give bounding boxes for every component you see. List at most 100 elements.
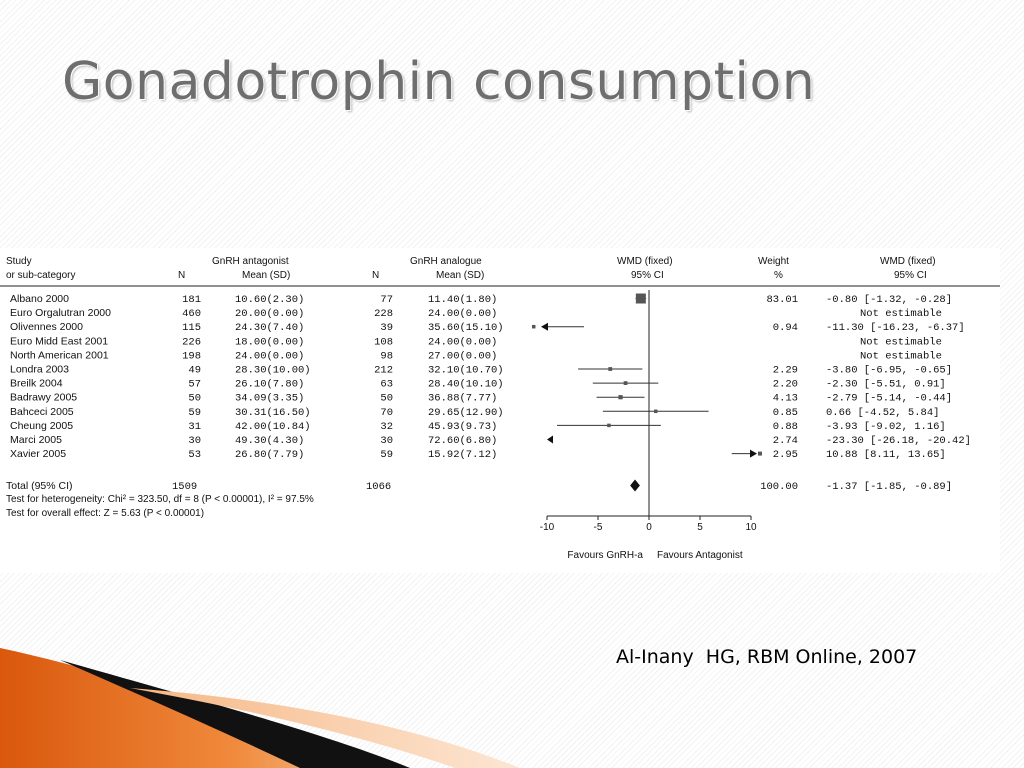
study-name: Euro Orgalutran 2000 — [10, 307, 111, 319]
header-group1-n: N — [178, 270, 185, 281]
effect-square — [607, 423, 611, 428]
header-group2-n: N — [372, 270, 379, 281]
study-weight: 0.88 — [773, 421, 798, 433]
group1-n: 226 — [182, 336, 201, 348]
favours-left: Favours GnRH-a — [567, 550, 643, 561]
study-name: Olivennes 2000 — [10, 321, 83, 333]
group1-n: 50 — [188, 393, 201, 405]
forest-plot-figure: Study or sub-category GnRH antagonist N … — [0, 248, 1000, 573]
favours-right: Favours Antagonist — [657, 550, 743, 561]
study-name: Cheung 2005 — [10, 420, 73, 432]
study-weight: 4.13 — [773, 393, 798, 405]
group1-mean-sd: 18.00(0.00) — [235, 336, 304, 348]
group2-n: 212 — [374, 365, 393, 377]
offscale-left-arrow — [547, 435, 553, 444]
group2-mean-sd: 24.00(0.00) — [428, 308, 497, 320]
x-tick-label: -5 — [594, 522, 603, 533]
study-weight: 83.01 — [766, 294, 798, 306]
pooled-diamond — [630, 479, 640, 492]
effect-square — [608, 367, 613, 371]
group2-mean-sd: 11.40(1.80) — [428, 294, 497, 306]
header-subcategory: or sub-category — [6, 270, 75, 281]
study-wmd-ci: -11.30 [-16.23, -6.37] — [826, 322, 965, 334]
ci-right-arrow — [750, 449, 757, 458]
group2-n: 228 — [374, 308, 393, 320]
group1-n: 49 — [188, 365, 201, 377]
group2-mean-sd: 35.60(15.10) — [428, 322, 504, 334]
study-name: Bahceci 2005 — [10, 406, 74, 418]
citation: Al-Inany HG, RBM Online, 2007 — [616, 646, 918, 668]
forest-plot: Study or sub-category GnRH antagonist N … — [0, 256, 1000, 561]
group2-n: 77 — [380, 294, 393, 306]
study-weight: 0.94 — [773, 322, 798, 334]
study-name: Londra 2003 — [10, 364, 69, 376]
group1-mean-sd: 28.30(10.00) — [235, 365, 311, 377]
group1-n: 115 — [182, 322, 201, 334]
header-wmd: WMD (fixed) — [880, 256, 936, 267]
study-name: Xavier 2005 — [10, 448, 66, 460]
group1-mean-sd: 30.31(16.50) — [235, 407, 311, 419]
study-name: Breilk 2004 — [10, 378, 63, 390]
study-wmd-ci: Not estimable — [860, 308, 942, 320]
header-group2: GnRH analogue — [410, 256, 482, 267]
study-wmd-ci: Not estimable — [860, 350, 942, 362]
study-wmd-ci: -0.80 [-1.32, -0.28] — [826, 294, 952, 306]
overall-effect-test: Test for overall effect: Z = 5.63 (P < 0… — [6, 508, 204, 519]
group1-mean-sd: 42.00(10.84) — [235, 421, 311, 433]
study-wmd-ci: Not estimable — [860, 336, 942, 348]
group1-n: 198 — [182, 350, 201, 362]
effect-square — [757, 451, 762, 456]
group2-mean-sd: 15.92(7.12) — [428, 449, 497, 461]
group2-n: 70 — [380, 407, 393, 419]
study-name: Albano 2000 — [10, 293, 69, 305]
study-wmd-ci: -3.93 [-9.02, 1.16] — [826, 421, 946, 433]
study-wmd-ci: -23.30 [-26.18, -20.42] — [826, 435, 971, 447]
peach-swoosh — [130, 688, 520, 768]
header-plot-ci: 95% CI — [631, 270, 664, 281]
group2-n: 63 — [380, 379, 393, 391]
study-weight: 2.20 — [773, 379, 798, 391]
header-group2-mean: Mean (SD) — [436, 270, 484, 281]
group2-mean-sd: 28.40(10.10) — [428, 379, 504, 391]
study-name: Badrawy 2005 — [10, 392, 77, 404]
header-weight-pct: % — [774, 270, 783, 281]
total-n2: 1066 — [366, 481, 391, 493]
study-weight: 2.29 — [773, 365, 798, 377]
x-tick-label: 10 — [745, 522, 757, 533]
group1-n: 57 — [188, 379, 201, 391]
group2-mean-sd: 72.60(6.80) — [428, 435, 497, 447]
group2-n: 30 — [380, 435, 393, 447]
header-weight: Weight — [758, 256, 789, 267]
effect-square — [623, 381, 628, 385]
header-wmd-ci: 95% CI — [894, 270, 927, 281]
study-weight: 2.95 — [773, 449, 798, 461]
effect-square — [653, 409, 658, 414]
group2-mean-sd: 32.10(10.70) — [428, 365, 504, 377]
group1-mean-sd: 24.00(0.00) — [235, 350, 304, 362]
group1-mean-sd: 49.30(4.30) — [235, 435, 304, 447]
decorative-swoosh — [0, 648, 520, 768]
study-weight: 2.74 — [773, 435, 798, 447]
group2-n: 50 — [380, 393, 393, 405]
group2-n: 32 — [380, 421, 393, 433]
x-tick-label: 0 — [646, 522, 652, 533]
header-group1: GnRH antagonist — [212, 256, 289, 267]
x-tick-label: -10 — [540, 522, 555, 533]
group1-mean-sd: 26.80(7.79) — [235, 449, 304, 461]
header-study: Study — [6, 256, 32, 267]
group1-n: 460 — [182, 308, 201, 320]
group2-n: 98 — [380, 350, 393, 362]
study-wmd-ci: -3.80 [-6.95, -0.65] — [826, 365, 952, 377]
effect-square — [635, 293, 646, 304]
group1-mean-sd: 20.00(0.00) — [235, 308, 304, 320]
group1-n: 59 — [188, 407, 201, 419]
group2-mean-sd: 36.88(7.77) — [428, 393, 497, 405]
study-weight: 0.85 — [773, 407, 798, 419]
total-n1: 1509 — [172, 481, 197, 493]
header-group1-mean: Mean (SD) — [242, 270, 290, 281]
group1-n: 53 — [188, 449, 201, 461]
study-name: Euro Midd East 2001 — [10, 335, 108, 347]
heterogeneity-test: Test for heterogeneity: Chi² = 323.50, d… — [6, 494, 314, 505]
total-wmd: -1.37 [-1.85, -0.89] — [826, 481, 952, 493]
study-wmd-ci: -2.30 [-5.51, 0.91] — [826, 379, 946, 391]
